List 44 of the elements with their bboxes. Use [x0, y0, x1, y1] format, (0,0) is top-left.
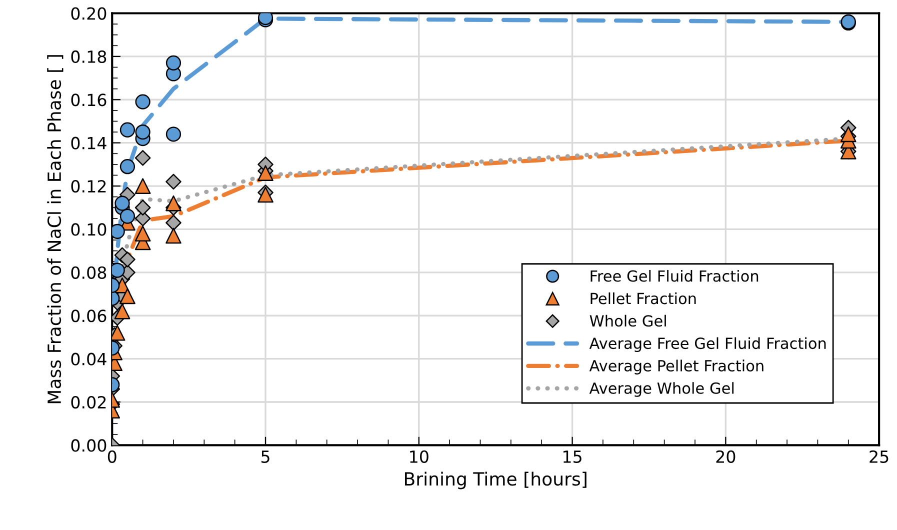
point [114, 303, 130, 320]
point [166, 195, 182, 212]
x-tick-label: 20 [716, 450, 736, 463]
point [166, 214, 182, 231]
y-tick-label: 0.14 [71, 136, 106, 150]
x-tick-label: 25 [870, 450, 888, 463]
legend-label: Average Free Gel Fluid Fraction [589, 337, 826, 352]
point [120, 122, 136, 138]
point [134, 150, 151, 166]
y-tick-label: 0.08 [71, 266, 106, 279]
y-tick-label: 0.12 [71, 180, 106, 193]
point [166, 126, 182, 142]
point [166, 55, 182, 70]
point [120, 159, 136, 174]
legend-label: Average Pellet Fraction [589, 360, 764, 374]
y-tick-label: 0.02 [71, 396, 106, 409]
point [134, 226, 151, 242]
point [166, 174, 182, 190]
point [135, 94, 150, 110]
x-tick-label: 5 [261, 450, 270, 463]
y-tick-label: 0.20 [71, 7, 106, 20]
x-tick-label: 0 [108, 450, 116, 463]
point [120, 252, 136, 268]
y-tick-label: 0.00 [71, 439, 106, 452]
x-tick-label: 10 [410, 450, 428, 463]
legend-label: Whole Gel [590, 314, 666, 327]
y-tick-label: 0.10 [71, 223, 106, 236]
y-tick-label: 0.16 [71, 94, 106, 106]
point [135, 124, 150, 140]
point [114, 196, 130, 211]
x-axis-title: Brining Time [hours] [405, 472, 586, 490]
point [166, 228, 182, 244]
y-axis-title: Mass Fraction of NaCl in Each Phase [ ] [47, 55, 64, 404]
y-tick-label: 0.06 [71, 310, 106, 322]
point [120, 208, 136, 224]
legend-label: Average Whole Gel [589, 382, 734, 397]
y-tick-label: 0.04 [71, 352, 106, 366]
point [120, 288, 136, 304]
y-tick-label: 0.18 [71, 50, 106, 64]
legend-label: Pellet Fraction [590, 292, 696, 304]
legend-label: Free Gel Fluid Fraction [590, 270, 758, 282]
point [134, 200, 151, 216]
x-tick-label: 15 [564, 450, 582, 463]
point [134, 178, 151, 194]
